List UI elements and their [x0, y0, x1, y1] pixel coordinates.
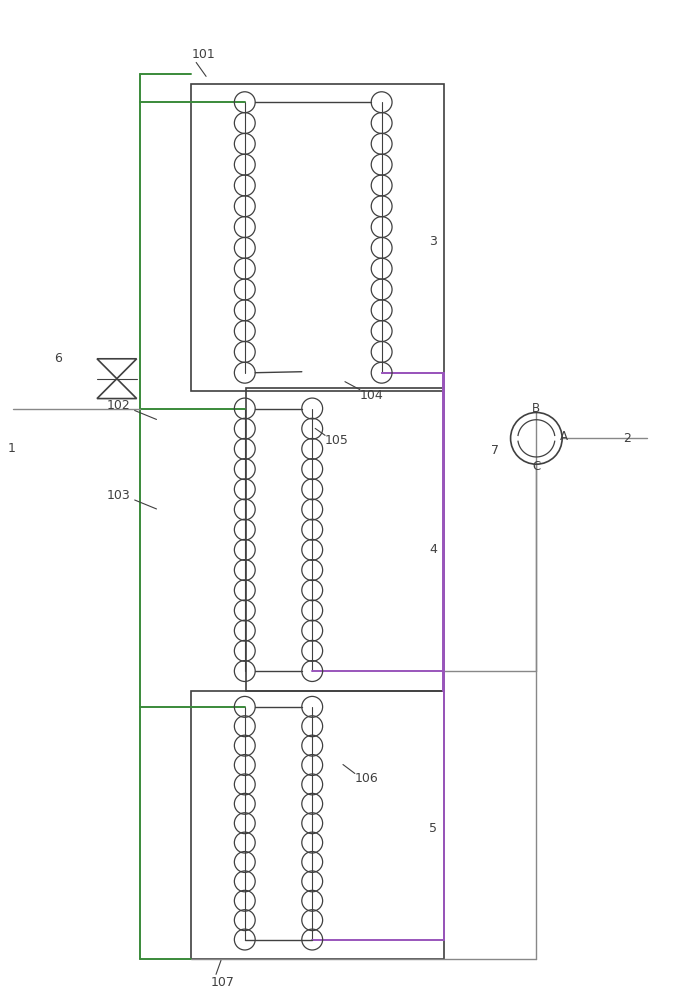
Bar [191, 84, 444, 391]
Text: 104: 104 [359, 389, 384, 402]
Text: 105: 105 [325, 434, 349, 447]
Bar [246, 388, 444, 691]
Text: C: C [532, 460, 540, 473]
Text: 4: 4 [429, 543, 437, 556]
Text: 3: 3 [429, 235, 437, 248]
Text: 6: 6 [54, 352, 62, 365]
Text: 103: 103 [107, 489, 131, 502]
Text: 106: 106 [355, 772, 378, 785]
Text: A: A [560, 430, 568, 443]
Text: 102: 102 [107, 399, 131, 412]
Text: 101: 101 [191, 48, 215, 61]
Text: 1: 1 [7, 442, 16, 455]
Text: 107: 107 [211, 976, 235, 989]
Bar [191, 691, 444, 959]
Text: 5: 5 [429, 822, 437, 835]
Text: 7: 7 [491, 444, 499, 457]
Text: B: B [532, 402, 540, 415]
Text: 2: 2 [623, 432, 630, 445]
